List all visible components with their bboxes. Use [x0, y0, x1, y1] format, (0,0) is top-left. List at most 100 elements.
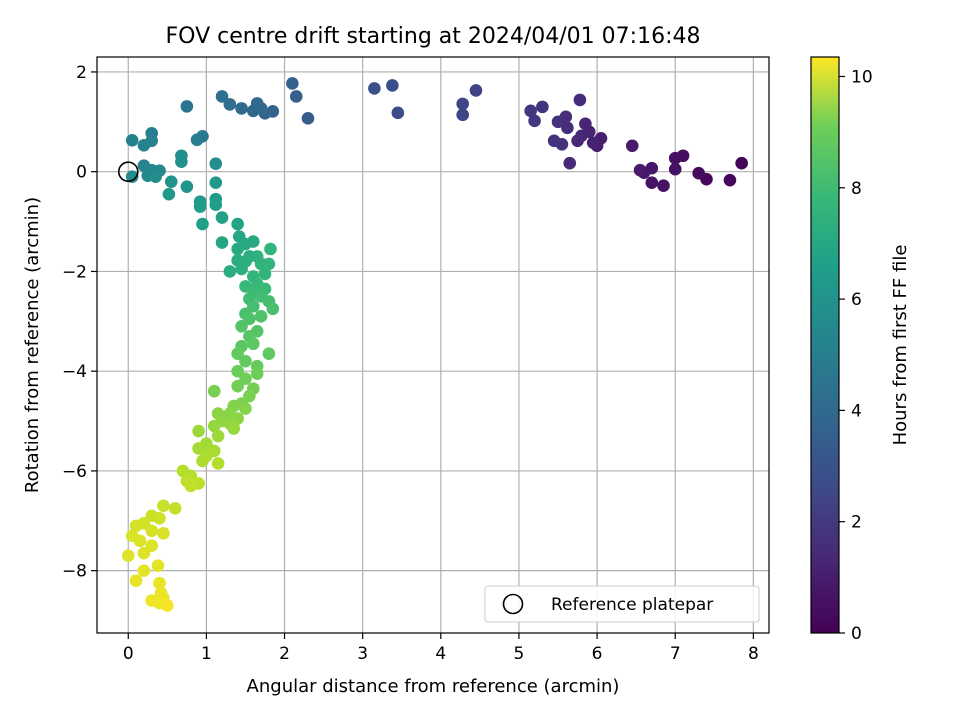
colorbar-tick-label: 10 — [851, 67, 873, 87]
data-point — [137, 138, 151, 152]
colorbar-tick-label: 8 — [851, 179, 862, 199]
data-point — [184, 479, 198, 493]
data-point — [211, 457, 225, 470]
data-point — [547, 134, 561, 148]
data-point — [209, 176, 223, 189]
data-point — [231, 347, 244, 361]
data-point — [211, 429, 225, 443]
data-point — [250, 367, 264, 380]
data-point — [573, 93, 587, 107]
data-point — [227, 422, 241, 435]
data-point — [735, 156, 748, 170]
data-point — [692, 166, 705, 180]
x-tick-label: 0 — [123, 644, 134, 664]
data-point — [196, 217, 209, 231]
data-point — [129, 574, 143, 587]
x-tick-label: 7 — [670, 644, 681, 664]
data-point — [524, 104, 537, 118]
data-point — [469, 84, 483, 97]
data-point — [246, 300, 260, 313]
data-point — [223, 265, 237, 278]
chart-title: FOV centre drift starting at 2024/04/01 … — [166, 24, 701, 49]
colorbar-label: Hours from first FF file — [890, 245, 911, 446]
data-point — [239, 255, 252, 268]
data-point — [262, 347, 276, 361]
data-point — [125, 170, 139, 183]
data-point — [579, 117, 592, 131]
colorbar: 0 2 4 6 8 10 Hours from first FF file — [810, 56, 911, 644]
data-point — [258, 267, 272, 281]
data-point — [289, 90, 303, 103]
data-point — [209, 157, 223, 171]
data-point — [193, 200, 207, 213]
data-point — [246, 104, 260, 118]
data-point — [121, 549, 135, 563]
x-tick-label: 5 — [514, 644, 525, 664]
data-point — [223, 98, 237, 111]
data-point — [196, 454, 209, 468]
y-tick-label: 2 — [76, 63, 87, 83]
data-point — [192, 424, 205, 438]
data-point — [239, 402, 252, 415]
y-axis-label: Rotation from reference (arcmin) — [22, 197, 43, 493]
data-point — [190, 133, 204, 147]
data-point — [235, 319, 248, 333]
data-point — [645, 176, 659, 189]
colorbar-tick-label: 6 — [851, 290, 862, 310]
data-point — [231, 217, 244, 231]
colorbar-ticks: 0 2 4 6 8 10 — [839, 67, 873, 644]
data-point — [207, 384, 221, 398]
data-point — [536, 100, 549, 114]
data-point — [175, 155, 188, 169]
data-point — [207, 419, 221, 433]
data-point — [145, 524, 158, 538]
data-point — [657, 179, 670, 192]
legend: Reference platepar — [484, 585, 760, 623]
legend-marker — [502, 593, 524, 615]
x-tick-label: 3 — [357, 644, 368, 664]
data-point — [243, 312, 256, 326]
data-point — [625, 139, 639, 153]
data-point — [561, 121, 574, 135]
plot-frame — [96, 56, 770, 634]
data-point — [215, 211, 229, 224]
data-point — [668, 162, 682, 176]
data-point — [192, 442, 205, 455]
data-point — [391, 106, 405, 120]
y-tick-label: −4 — [62, 362, 87, 382]
data-point — [571, 134, 584, 148]
data-point — [231, 379, 244, 393]
data-point — [145, 539, 158, 553]
data-point — [215, 90, 229, 103]
data-point — [563, 156, 577, 170]
legend-label: Reference platepar — [551, 595, 713, 615]
y-tick-label: −8 — [62, 562, 87, 582]
y-axis-ticks: −8 −6 −4 −2 0 2 — [62, 63, 97, 582]
data-point — [262, 257, 276, 271]
data-point — [157, 499, 170, 513]
colorbar-gradient — [810, 56, 840, 634]
data-point — [301, 112, 315, 125]
legend-box — [484, 585, 760, 623]
data-point — [164, 175, 178, 188]
data-point — [231, 242, 244, 256]
colorbar-tick-label: 0 — [851, 624, 862, 644]
data-point — [254, 310, 268, 323]
data-point — [151, 559, 165, 572]
data-point — [266, 302, 280, 316]
reference-point-marker — [117, 161, 139, 183]
data-point — [133, 534, 147, 548]
x-tick-label: 8 — [748, 644, 759, 664]
x-tick-label: 4 — [435, 644, 446, 664]
data-point — [528, 114, 541, 128]
x-tick-label: 2 — [279, 644, 290, 664]
data-point — [633, 163, 647, 177]
data-point — [168, 502, 182, 515]
data-point — [162, 187, 176, 201]
data-point — [215, 236, 229, 249]
data-point — [668, 151, 682, 165]
data-points — [121, 77, 748, 612]
data-point — [235, 102, 248, 115]
data-point — [153, 576, 166, 590]
